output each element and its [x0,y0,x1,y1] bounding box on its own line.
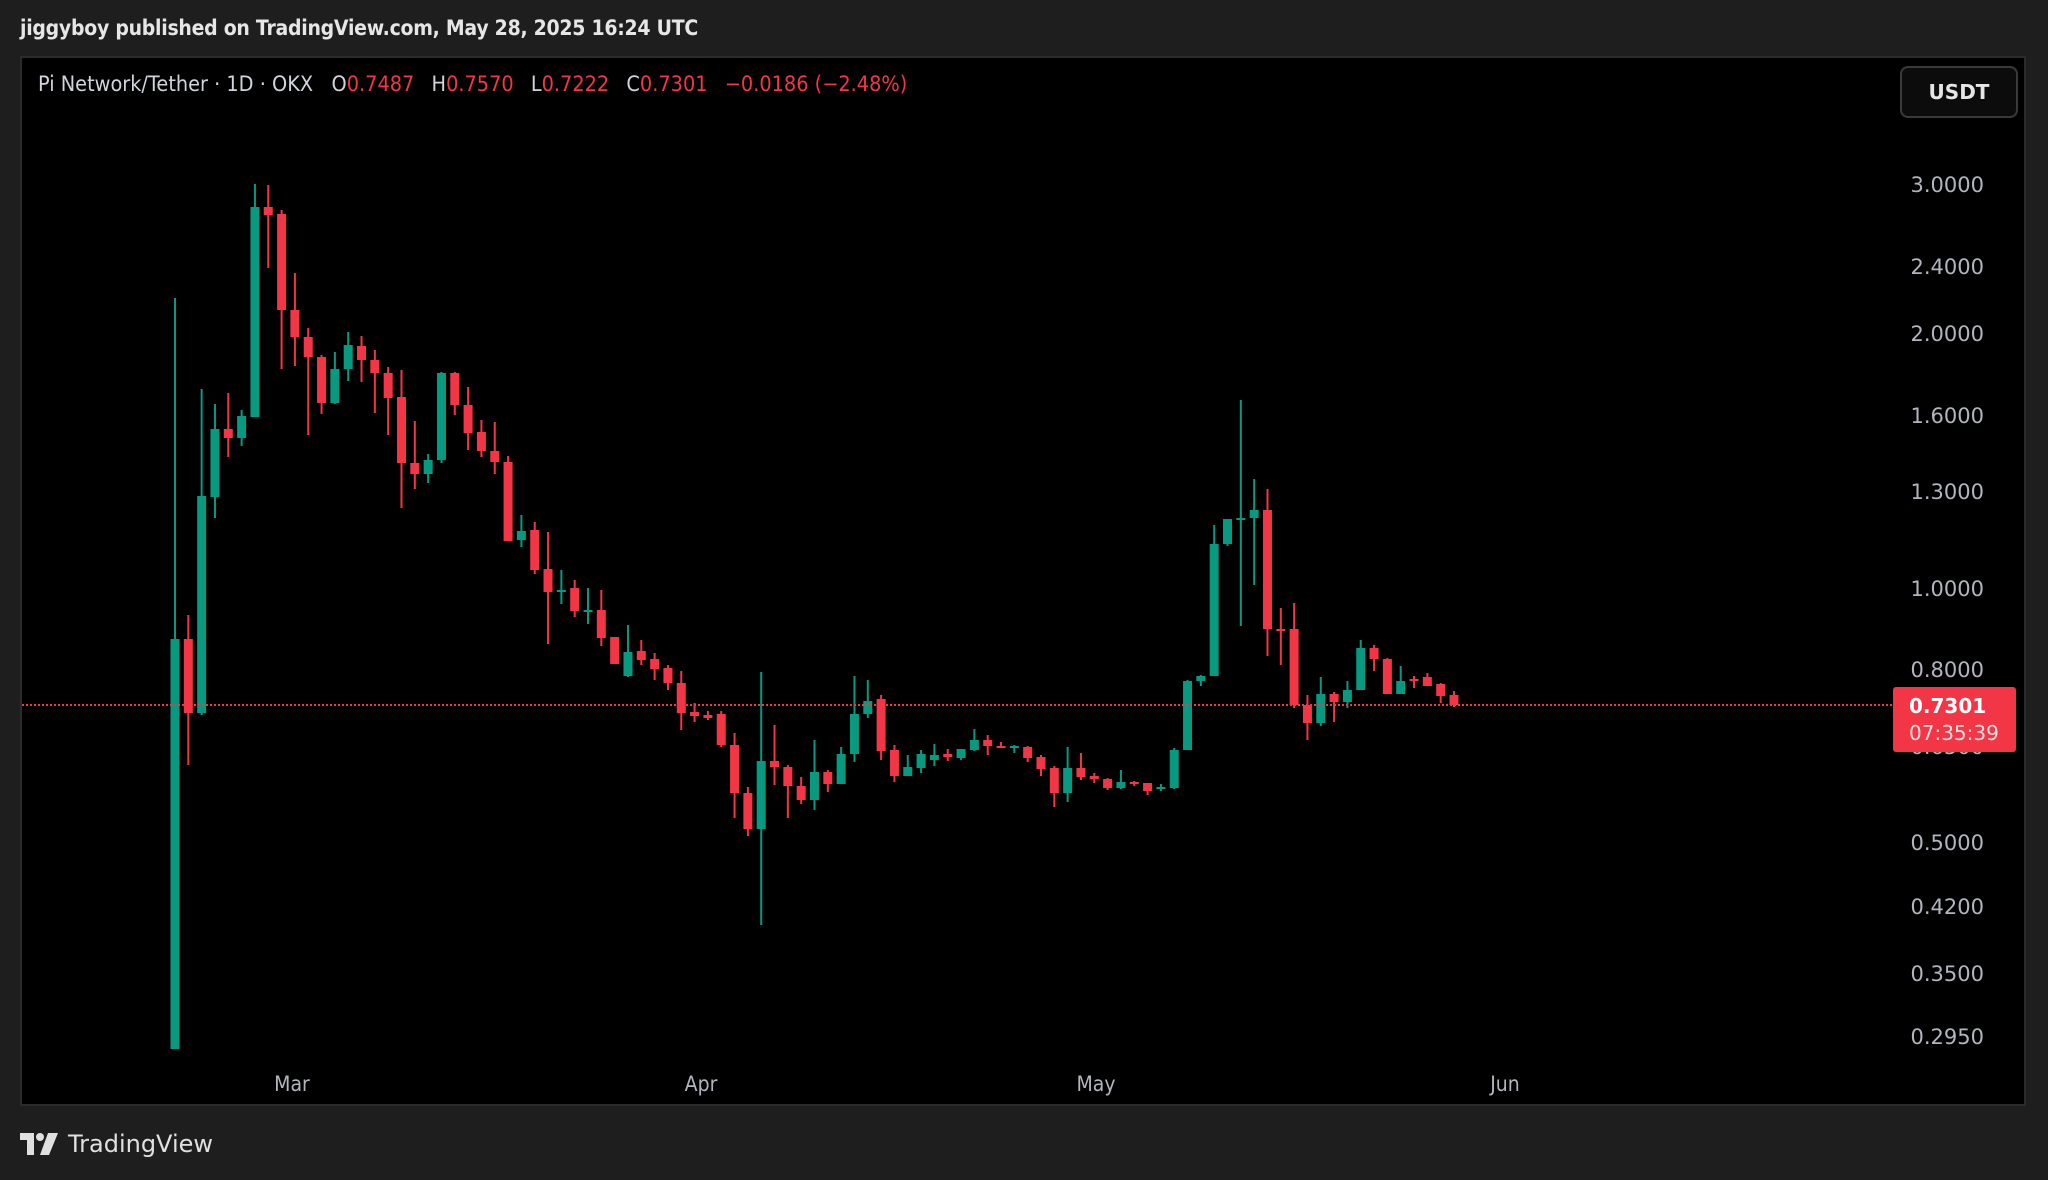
open-label: O [331,72,347,96]
price-tick: 3.0000 [1910,172,1984,197]
time-tick: May [1076,1072,1116,1096]
high-value: 0.7570 [446,72,514,96]
low-value: 0.7222 [541,72,610,96]
time-tick: Jun [1490,1072,1520,1096]
price-tick: 1.3000 [1910,480,1984,505]
publisher-line: jiggyboy published on TradingView.com, M… [20,16,698,40]
price-tick: 0.4200 [1910,895,1984,920]
time-tick: Mar [274,1072,310,1096]
price-tick: 1.0000 [1910,576,1984,601]
price-tick: 2.4000 [1910,254,1984,279]
price-tick: 1.6000 [1910,403,1984,428]
chart-pane[interactable]: Pi Network/Tether · 1D · OKX O0.7487 H0.… [20,56,2026,1106]
high-label: H [431,72,447,96]
price-tick: 0.5000 [1910,831,1984,856]
price-tick: 2.0000 [1910,321,1984,346]
last-price-line [22,704,1920,707]
tradingview-logo-icon [20,1133,58,1155]
tradingview-brand[interactable]: TradingView [20,1130,213,1158]
close-label: C [626,72,640,96]
close-value: 0.7301 [639,72,708,96]
brand-name: TradingView [68,1130,214,1158]
price-tick: 0.3500 [1910,962,1984,987]
last-price-label: 0.7301 07:35:39 [1893,687,2016,753]
change-value: −0.0186 (−2.48%) [724,72,908,96]
currency-button[interactable]: USDT [1900,66,2018,118]
time-tick: Apr [684,1072,718,1096]
last-price-value: 0.7301 [1909,694,1987,719]
price-tick: 0.2950 [1910,1024,1984,1049]
symbol-label[interactable]: Pi Network/Tether · 1D · OKX [38,72,314,96]
price-tick: 0.8000 [1910,658,1984,683]
ohlc-legend: Pi Network/Tether · 1D · OKX O0.7487 H0.… [38,72,907,96]
bar-countdown: 07:35:39 [1909,721,1999,746]
low-label: L [530,72,542,96]
open-value: 0.7487 [346,72,415,96]
